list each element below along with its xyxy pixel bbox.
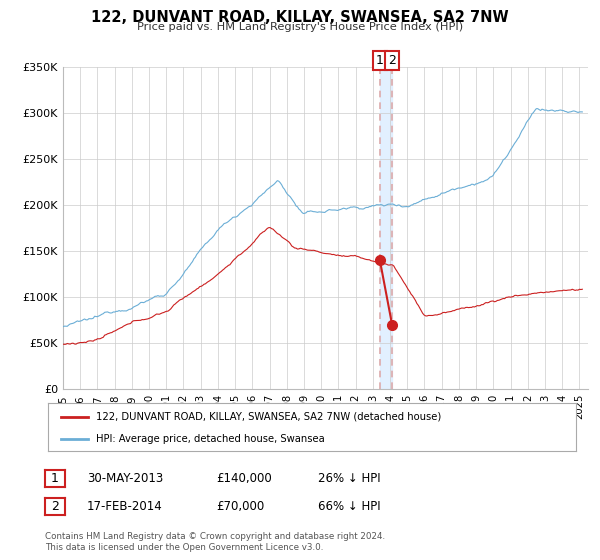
Text: 122, DUNVANT ROAD, KILLAY, SWANSEA, SA2 7NW (detached house): 122, DUNVANT ROAD, KILLAY, SWANSEA, SA2 … <box>95 412 441 422</box>
Text: 17-FEB-2014: 17-FEB-2014 <box>87 500 163 514</box>
Text: 30-MAY-2013: 30-MAY-2013 <box>87 472 163 486</box>
Text: 66% ↓ HPI: 66% ↓ HPI <box>318 500 380 514</box>
Text: 2: 2 <box>388 54 396 67</box>
Text: 122, DUNVANT ROAD, KILLAY, SWANSEA, SA2 7NW: 122, DUNVANT ROAD, KILLAY, SWANSEA, SA2 … <box>91 10 509 25</box>
Text: Price paid vs. HM Land Registry's House Price Index (HPI): Price paid vs. HM Land Registry's House … <box>137 22 463 32</box>
Text: 2: 2 <box>51 500 59 513</box>
Text: 1: 1 <box>51 472 59 485</box>
Text: £140,000: £140,000 <box>216 472 272 486</box>
Text: £70,000: £70,000 <box>216 500 264 514</box>
Text: 1: 1 <box>376 54 384 67</box>
Text: Contains HM Land Registry data © Crown copyright and database right 2024.: Contains HM Land Registry data © Crown c… <box>45 532 385 541</box>
Text: 26% ↓ HPI: 26% ↓ HPI <box>318 472 380 486</box>
Text: HPI: Average price, detached house, Swansea: HPI: Average price, detached house, Swan… <box>95 434 324 444</box>
Text: This data is licensed under the Open Government Licence v3.0.: This data is licensed under the Open Gov… <box>45 543 323 552</box>
Bar <box>380 67 392 389</box>
